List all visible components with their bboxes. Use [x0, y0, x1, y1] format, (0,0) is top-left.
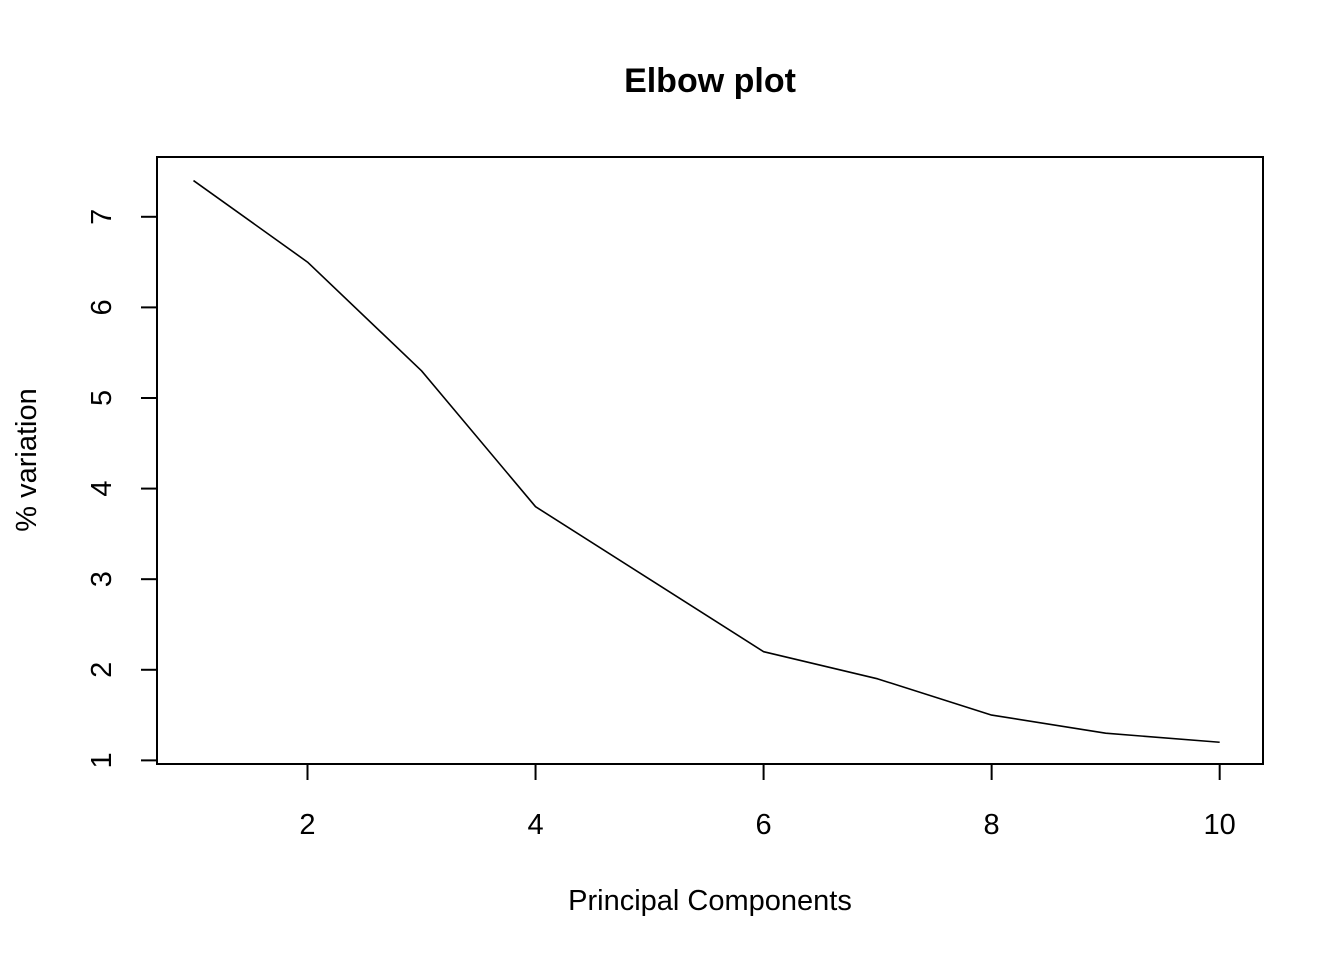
y-tick-label: 7: [86, 209, 118, 225]
y-axis-label: % variation: [11, 388, 43, 531]
x-axis: 2 4 6 8 10: [299, 763, 1236, 841]
y-tick-label: 1: [86, 752, 118, 768]
y-tick-label: 2: [86, 662, 118, 678]
x-tick-label: 10: [1204, 809, 1236, 841]
x-axis-label: Principal Components: [568, 885, 852, 917]
y-tick-label: 4: [86, 481, 118, 497]
y-tick-label: 6: [86, 299, 118, 315]
y-tick-label: 5: [86, 390, 118, 406]
series-line: [193, 179, 1220, 744]
plot-frame: [156, 156, 1264, 765]
x-tick-label: 6: [756, 809, 772, 841]
x-tick-label: 2: [299, 809, 315, 841]
y-tick-label: 3: [86, 571, 118, 587]
chart-title: Elbow plot: [624, 62, 796, 100]
x-tick-label: 8: [984, 809, 1000, 841]
series-layer: [193, 179, 1220, 744]
x-tick-label: 4: [527, 809, 543, 841]
y-axis: 1 2 3 4 5 6 7: [86, 209, 158, 768]
